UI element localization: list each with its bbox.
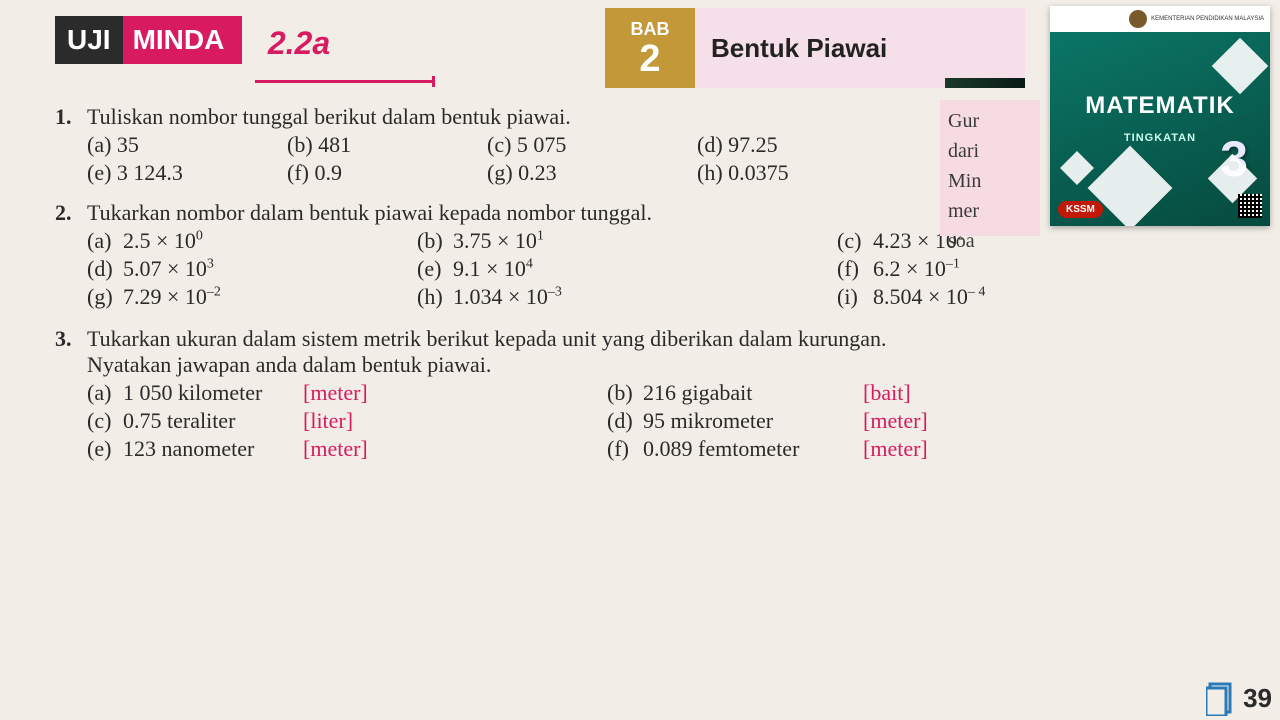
page-corner-icon xyxy=(1206,682,1236,716)
kssm-badge: KSSM xyxy=(1058,201,1103,218)
q2-item: (b)3.75 × 101 xyxy=(417,228,837,254)
q2-item: (f)6.2 × 10–1 xyxy=(837,256,1137,282)
chapter-title: Bentuk Piawai xyxy=(695,8,1025,88)
q1-item: (d) 97.25 xyxy=(697,132,897,158)
question-text: Nyatakan jawapan anda dalam bentuk piawa… xyxy=(87,352,1235,378)
q3-item: (c)0.75 teraliter[liter] xyxy=(87,408,607,434)
bab-number: 2 xyxy=(639,40,660,78)
q2-item: (d)5.07 × 103 xyxy=(87,256,417,282)
uji-minda-badge: UJIMINDA 2.2a xyxy=(55,16,330,64)
q1-item: (e) 3 124.3 xyxy=(87,160,287,186)
side-note-box: Gur dari Min mer soa xyxy=(940,100,1040,236)
question-number: 2. xyxy=(55,200,87,310)
exercise-code: 2.2a xyxy=(268,25,330,62)
q1-item: (f) 0.9 xyxy=(287,160,487,186)
side-line: Gur xyxy=(948,106,1040,136)
q1-item: (h) 0.0375 xyxy=(697,160,897,186)
q2-item: (a)2.5 × 100 xyxy=(87,228,417,254)
question-text: Tukarkan ukuran dalam sistem metrik beri… xyxy=(87,326,1235,352)
question-number: 1. xyxy=(55,104,87,186)
crest-icon xyxy=(1129,10,1147,28)
side-line: mer xyxy=(948,196,1040,226)
side-line: Min xyxy=(948,166,1040,196)
ministry-text: KEMENTERIAN PENDIDIKAN MALAYSIA xyxy=(1151,16,1264,22)
bab-label: BAB xyxy=(631,19,670,40)
textbook-cover: KEMENTERIAN PENDIDIKAN MALAYSIA MATEMATI… xyxy=(1050,6,1270,226)
minda-text: MINDA xyxy=(123,16,243,64)
q1-item: (b) 481 xyxy=(287,132,487,158)
q1-item: (g) 0.23 xyxy=(487,160,697,186)
chapter-banner: BAB 2 Bentuk Piawai xyxy=(605,8,1025,88)
question-number: 3. xyxy=(55,326,87,462)
side-line: soa xyxy=(948,226,1040,256)
q3-item: (a)1 050 kilometer[meter] xyxy=(87,380,607,406)
q3-item: (e)123 nanometer[meter] xyxy=(87,436,607,462)
q1-item: (a) 35 xyxy=(87,132,287,158)
q2-item: (e)9.1 × 104 xyxy=(417,256,837,282)
q2-item: (g)7.29 × 10–2 xyxy=(87,284,417,310)
page-number: 39 xyxy=(1243,683,1272,714)
q1-item: (c) 5 075 xyxy=(487,132,697,158)
side-line: dari xyxy=(948,136,1040,166)
cover-top: KEMENTERIAN PENDIDIKAN MALAYSIA xyxy=(1050,6,1270,32)
chapter-number-box: BAB 2 xyxy=(605,8,695,88)
uji-text: UJI xyxy=(55,16,123,64)
cube-icon xyxy=(1212,38,1269,95)
q2-item: (h)1.034 × 10–3 xyxy=(417,284,837,310)
qr-icon xyxy=(1238,194,1262,218)
question-3: 3. Tukarkan ukuran dalam sistem metrik b… xyxy=(55,326,1235,462)
q2-item: (i)8.504 × 10– 4 xyxy=(837,284,1137,310)
q3-item: (d)95 mikrometer[meter] xyxy=(607,408,1127,434)
q3-item: (b)216 gigabait[bait] xyxy=(607,380,1127,406)
q3-item: (f)0.089 femtometer[meter] xyxy=(607,436,1127,462)
underline-decor xyxy=(255,80,435,83)
